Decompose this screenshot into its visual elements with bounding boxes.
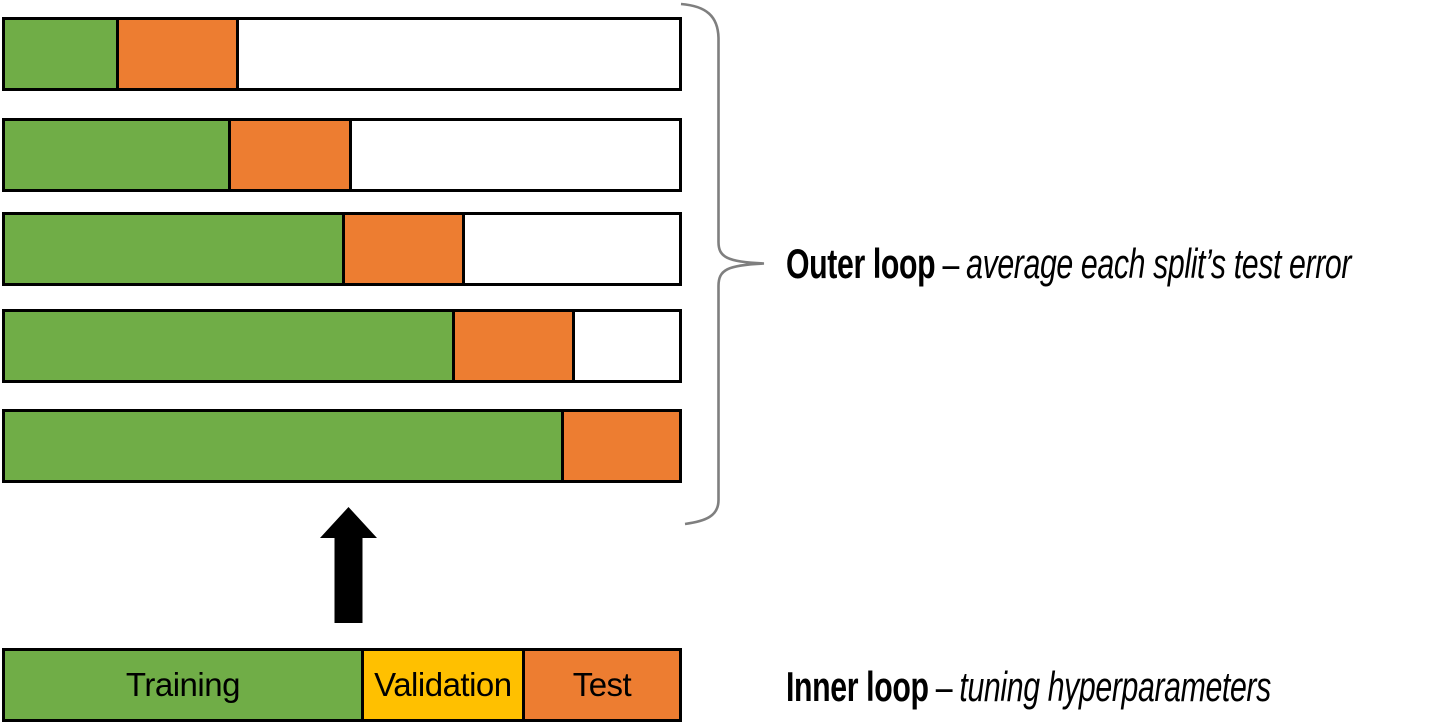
training-segment [5, 121, 229, 189]
inner-loop-description: tuning hyperparameters [959, 663, 1271, 710]
cv-split-bar-2 [2, 118, 682, 192]
unused-segment [571, 312, 679, 380]
test-segment [561, 412, 679, 480]
inner-loop-bar: Training Validation Test [2, 648, 682, 722]
cv-split-bar-4 [2, 309, 682, 383]
test-segment [228, 121, 349, 189]
cv-split-bar-5 [2, 409, 682, 483]
unused-segment [348, 121, 679, 189]
training-segment [5, 215, 342, 283]
training-segment [5, 312, 452, 380]
outer-loop-description: average each split’s test error [966, 240, 1352, 287]
outer-loop-title: Outer loop [786, 240, 936, 287]
unused-segment [236, 20, 679, 88]
inner-loop-title: Inner loop [786, 663, 929, 710]
up-arrow-icon [320, 507, 377, 623]
inner-loop-dash: – [935, 663, 953, 710]
outer-loop-brace [680, 2, 765, 526]
unused-segment [461, 215, 679, 283]
test-segment [116, 20, 237, 88]
test-segment [451, 312, 572, 380]
validation-segment: Validation [360, 651, 522, 719]
inner-loop-label: Inner loop – tuning hyperparameters [786, 663, 1271, 711]
outer-loop-dash: – [942, 240, 959, 287]
cv-split-bar-1 [2, 17, 682, 91]
test-segment [342, 215, 462, 283]
test-segment: Test [521, 651, 679, 719]
outer-loop-label: Outer loop – average each split’s test e… [786, 240, 1351, 288]
training-segment [5, 20, 117, 88]
training-segment [5, 412, 562, 480]
training-segment: Training [5, 651, 361, 719]
cv-split-bar-3 [2, 212, 682, 286]
